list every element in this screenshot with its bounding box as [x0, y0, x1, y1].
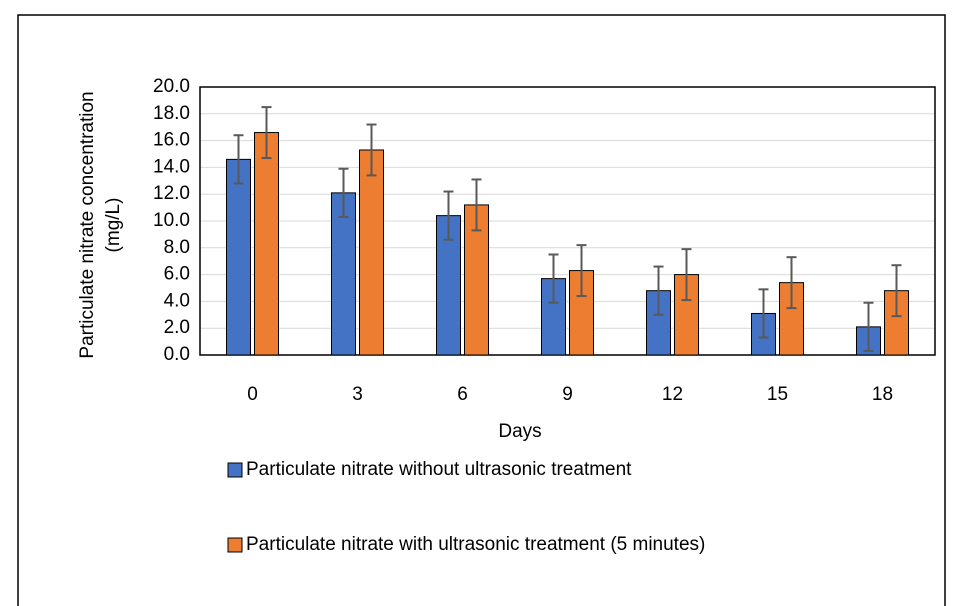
error-bar [443, 190, 454, 241]
x-tick-label: 0 [247, 384, 258, 405]
x-tick-label: 18 [872, 384, 893, 405]
error-bar [786, 256, 797, 310]
error-bar [576, 244, 587, 298]
y-tick-label: 0.0 [164, 344, 190, 365]
y-tick-label: 2.0 [164, 317, 190, 338]
y-tick-label: 8.0 [164, 237, 190, 258]
y-tick-label: 10.0 [153, 210, 190, 231]
legend-swatch [227, 462, 243, 478]
error-bar [891, 264, 902, 318]
bar [359, 149, 384, 356]
error-bar [233, 134, 244, 185]
bar [226, 158, 251, 356]
y-tick-label: 14.0 [153, 156, 190, 177]
error-bar [548, 253, 559, 304]
x-tick-label: 9 [562, 384, 573, 405]
x-tick-label: 6 [457, 384, 468, 405]
legend-label: Particulate nitrate without ultrasonic t… [246, 459, 632, 480]
y-axis-label: Particulate nitrate concentration [77, 91, 98, 358]
y-tick-label: 12.0 [153, 183, 190, 204]
bar [884, 290, 909, 356]
x-axis-label: Days [498, 421, 541, 442]
error-bar [471, 178, 482, 232]
error-bar [261, 106, 272, 160]
y-tick-label: 6.0 [164, 264, 190, 285]
error-bar [681, 248, 692, 302]
x-tick-label: 12 [662, 384, 683, 405]
error-bar [653, 265, 664, 316]
y-tick-label: 4.0 [164, 290, 190, 311]
legend-label: Particulate nitrate with ultrasonic trea… [246, 534, 705, 555]
y-axis-label: (mg/L) [103, 198, 124, 253]
error-bar [863, 301, 874, 352]
error-bar [758, 288, 769, 339]
bar [674, 274, 699, 356]
y-tick-label: 18.0 [153, 103, 190, 124]
bar [254, 132, 279, 356]
x-tick-label: 15 [767, 384, 788, 405]
y-tick-label: 16.0 [153, 130, 190, 151]
x-tick-label: 3 [352, 384, 363, 405]
error-bar [338, 167, 349, 218]
plot-area [199, 86, 936, 356]
legend-swatch [227, 537, 243, 553]
error-bar [366, 123, 377, 177]
y-tick-label: 20.0 [153, 76, 190, 97]
